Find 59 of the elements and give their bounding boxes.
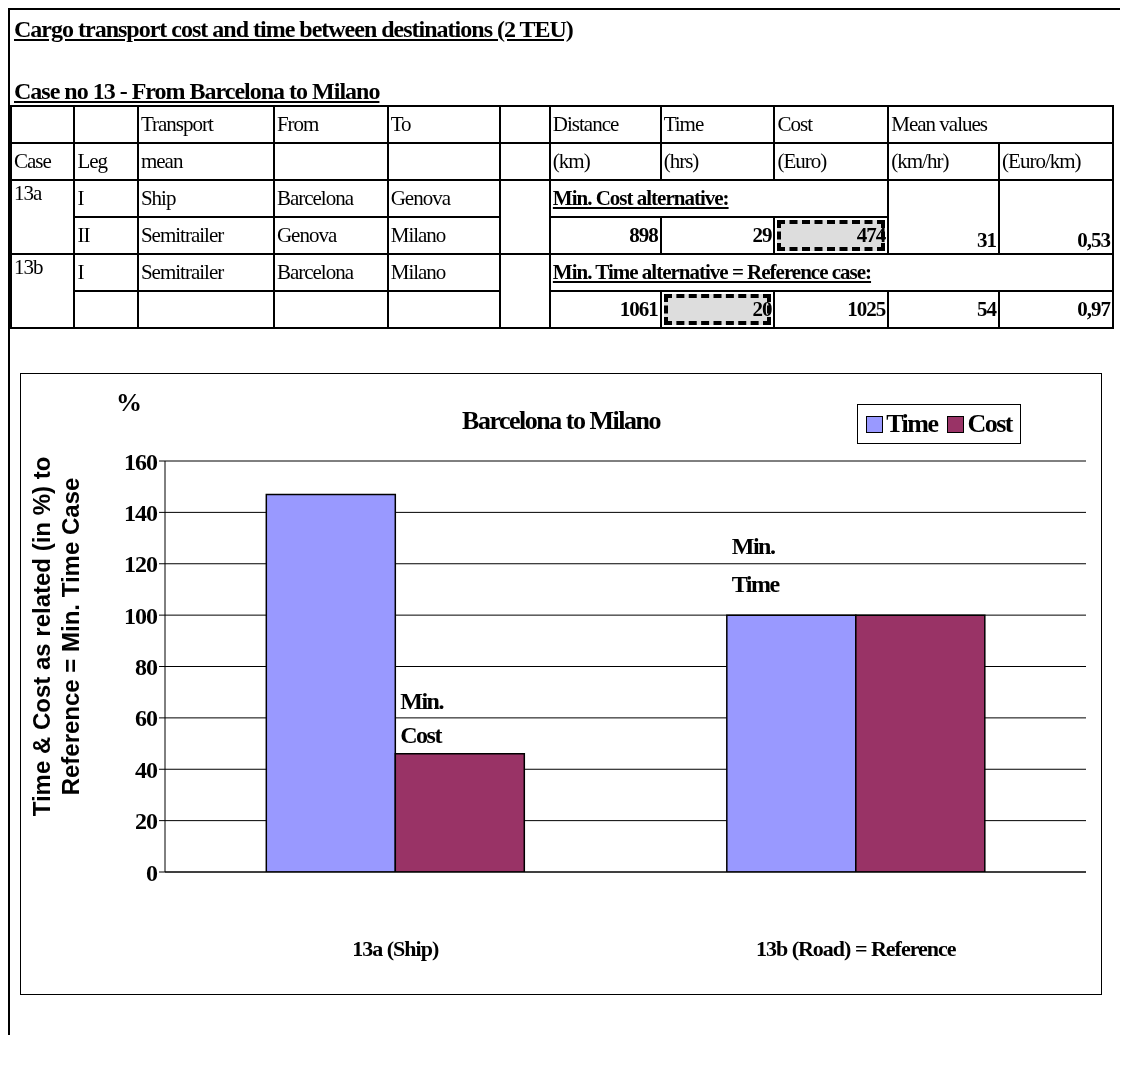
y-tick-label: 100 <box>124 602 158 629</box>
legend-label: Cost <box>967 409 1012 439</box>
text: 0,97 <box>1077 297 1110 321</box>
text: I <box>77 260 84 284</box>
text: 31 <box>977 228 997 252</box>
x-tick-label: 13b (Road) = Reference <box>755 935 957 961</box>
text: Transport <box>140 112 213 136</box>
text: Genova <box>390 186 451 210</box>
y-tick-label: 160 <box>124 448 158 475</box>
text: (hrs) <box>663 149 699 173</box>
text: Case no 13 - From Barcelona to Milano <box>14 78 380 104</box>
text: 1025 <box>847 297 886 321</box>
text: 1061 <box>619 297 658 321</box>
text: % <box>116 388 141 418</box>
text: Milano <box>390 260 446 284</box>
text: II <box>77 223 90 247</box>
text: (Euro) <box>777 149 827 173</box>
text: Cost <box>777 112 812 136</box>
text: Leg <box>77 149 108 173</box>
annotation: Min. Cost <box>400 686 445 750</box>
legend-label: Time <box>886 409 938 439</box>
text: Ship <box>140 186 176 210</box>
text: Milano <box>390 223 446 247</box>
text: Mean values <box>891 112 987 136</box>
text: From <box>276 112 319 136</box>
text: Barcelona <box>276 260 354 284</box>
text: To <box>390 112 411 136</box>
y-tick-label: 120 <box>124 551 158 578</box>
text: (km) <box>552 149 590 173</box>
text: Distance <box>552 112 619 136</box>
text: 13a <box>14 181 42 205</box>
y-tick-label: 0 <box>146 859 158 886</box>
text: 54 <box>977 297 997 321</box>
y-tick-label: 20 <box>135 808 158 835</box>
text: I <box>77 186 84 210</box>
text: 13b <box>14 255 43 279</box>
x-tick-label: 13a (Ship) <box>352 935 439 961</box>
text: Barcelona <box>276 186 354 210</box>
text: Genova <box>276 223 337 247</box>
y-tick-label: 40 <box>135 756 158 783</box>
y-tick-label: 80 <box>135 654 158 681</box>
text: Min. Cost alternative: <box>552 186 729 210</box>
y-tick-label: 140 <box>124 499 158 526</box>
text: Cargo transport cost and time between destinations (2 TEU) <box>14 16 573 42</box>
annotation: Min. Time <box>731 532 781 599</box>
text: 0,53 <box>1077 228 1110 252</box>
text: Time <box>663 112 704 136</box>
text: (Euro/km) <box>1002 149 1081 173</box>
text: mean <box>140 149 183 173</box>
text: Min. Time alternative = Reference case: <box>552 260 872 284</box>
text: 898 <box>629 223 658 247</box>
y-tick-label: 60 <box>135 705 158 732</box>
text: Semitrailer <box>140 260 224 284</box>
text: Case <box>14 149 51 173</box>
chart-title: Barcelona to Milano <box>462 406 660 435</box>
y-axis-title: Time & Cost as related (in %) to Reference = Min. Time Case <box>27 455 85 819</box>
text: (km/hr) <box>891 149 949 173</box>
text: 29 <box>752 223 772 247</box>
text: Semitrailer <box>140 223 224 247</box>
